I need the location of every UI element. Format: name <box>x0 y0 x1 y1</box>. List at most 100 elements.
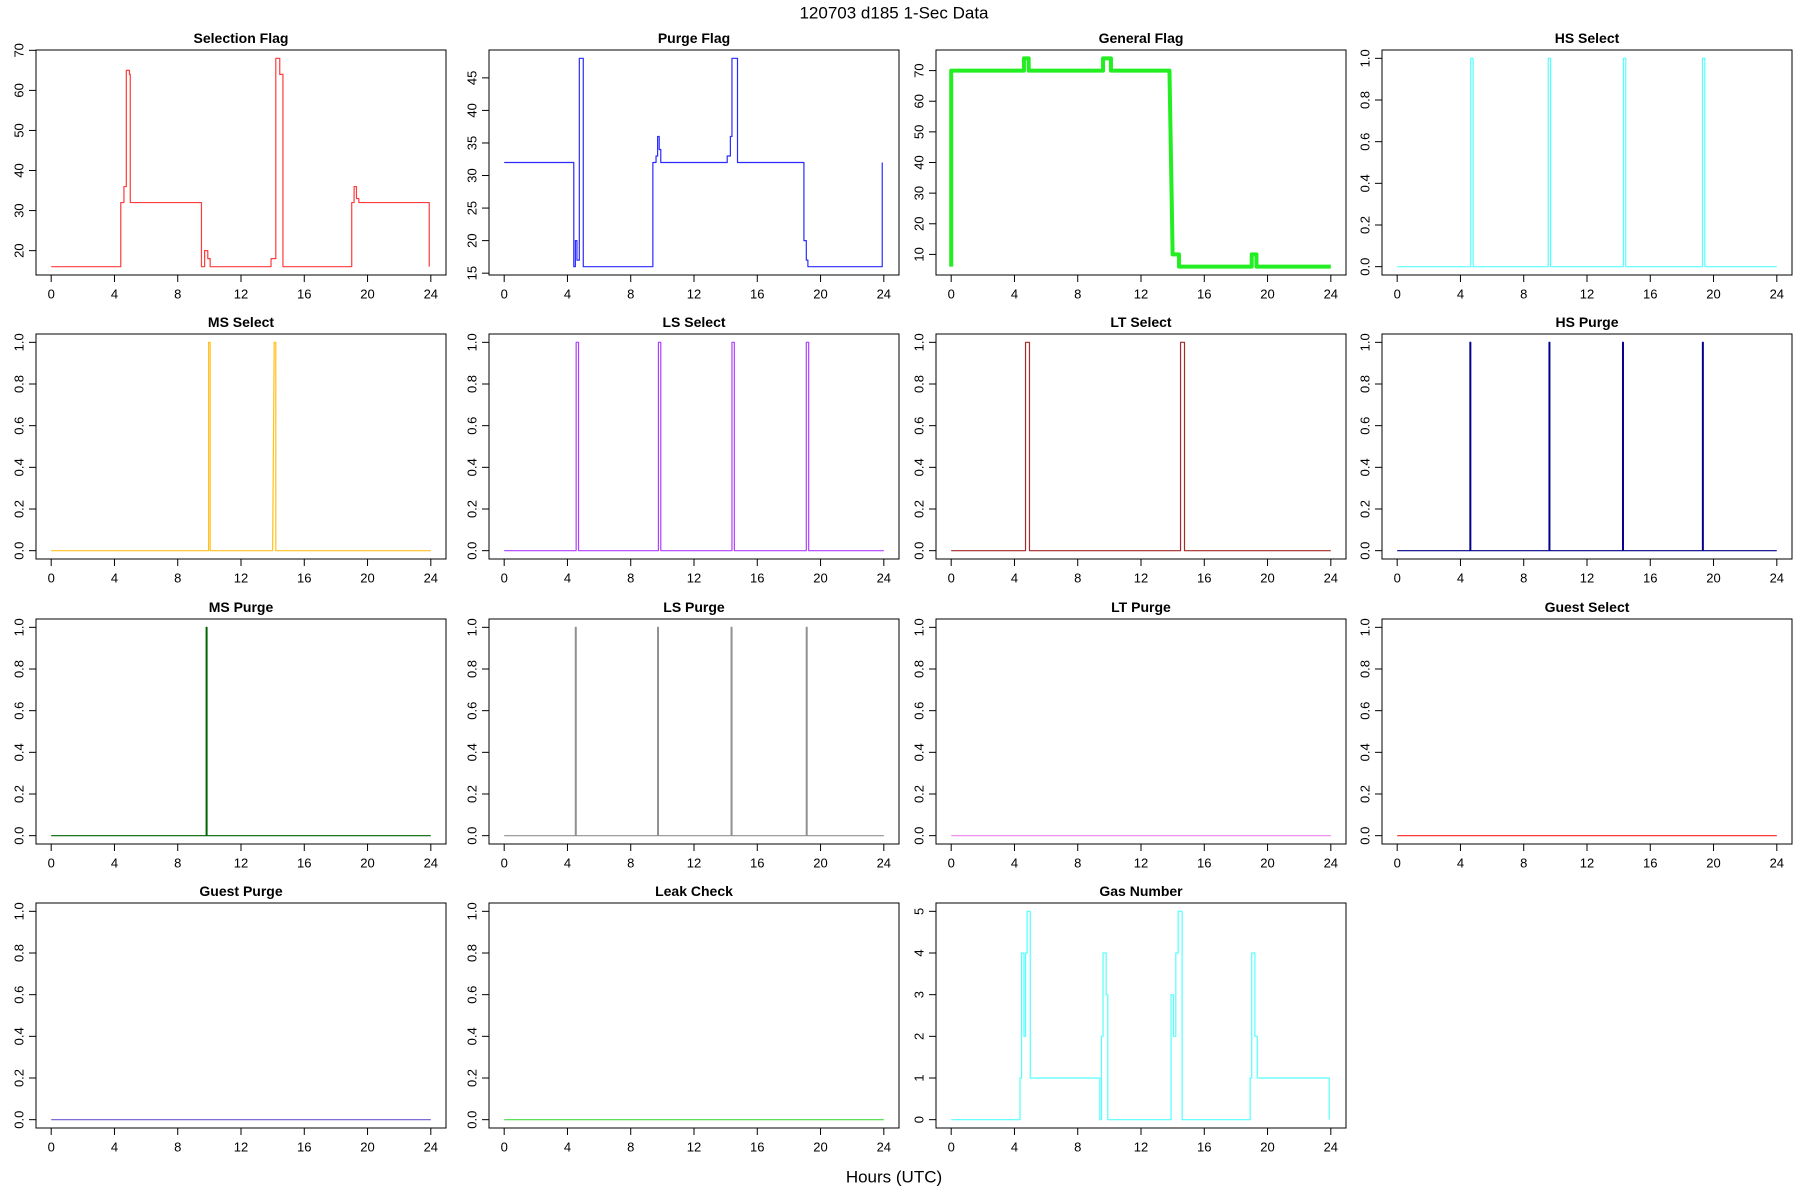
x-tick-label: 8 <box>1520 855 1527 870</box>
x-tick-label: 20 <box>813 1139 827 1154</box>
y-tick-label: 0.8 <box>911 375 926 393</box>
y-tick-label: 3 <box>911 991 926 998</box>
x-tick-label: 8 <box>174 570 181 585</box>
y-tick-label: 0.6 <box>464 986 479 1004</box>
data-line <box>1397 341 1777 552</box>
panel: LS Purge 0 4 8 12 16 20 24 0.0 0.2 0.4 0.6 0.8 1.0 <box>464 599 900 870</box>
y-tick-label: 5 <box>911 908 926 915</box>
plot-frame <box>935 902 1347 1129</box>
x-tick-label: 16 <box>1643 855 1657 870</box>
panel-title: Purge Flag <box>658 30 730 46</box>
panel-title: LT Purge <box>1111 599 1171 615</box>
y-tick-label: 50 <box>911 125 926 139</box>
data-line <box>51 57 430 268</box>
y-tick-label: 1.0 <box>11 618 26 636</box>
y-tick-label: 0.0 <box>911 827 926 845</box>
x-tick-label: 24 <box>877 1139 891 1154</box>
plot-frame <box>1381 333 1793 560</box>
x-tick-label: 0 <box>48 1139 55 1154</box>
x-tick-label: 24 <box>1324 1139 1338 1154</box>
x-tick-label: 0 <box>948 286 955 301</box>
x-tick-label: 20 <box>1260 286 1274 301</box>
y-tick-label: 0.6 <box>464 417 479 435</box>
panel: Selection Flag 0 4 8 12 16 20 24 20 30 40 50 60 70 <box>11 30 447 301</box>
y-tick-label: 0.2 <box>1357 216 1372 234</box>
x-tick-label: 0 <box>948 570 955 585</box>
x-tick-label: 0 <box>48 570 55 585</box>
y-tick-label: 0.4 <box>11 743 26 761</box>
x-tick-label: 24 <box>877 286 891 301</box>
x-tick-label: 12 <box>687 286 701 301</box>
y-tick-label: 0.2 <box>464 785 479 803</box>
y-tick-label: 1.0 <box>11 902 26 920</box>
data-line <box>951 910 1330 1121</box>
panel-title: Guest Purge <box>199 883 282 899</box>
x-tick-label: 12 <box>1580 570 1594 585</box>
x-tick-label: 0 <box>501 570 508 585</box>
panel: LT Select 0 4 8 12 16 20 24 0.0 0.2 0.4 0.6 0.8 1.0 <box>911 314 1347 585</box>
y-tick-label: 0.0 <box>11 542 26 560</box>
y-tick-label: 0.6 <box>11 986 26 1004</box>
x-tick-label: 20 <box>813 570 827 585</box>
y-tick-label: 0.6 <box>911 702 926 720</box>
y-tick-label: 1.0 <box>1357 618 1372 636</box>
x-tick-label: 8 <box>174 286 181 301</box>
x-tick-label: 16 <box>1197 286 1211 301</box>
y-tick-label: 30 <box>911 186 926 200</box>
y-tick-label: 0.6 <box>911 417 926 435</box>
panel: Guest Select 0 4 8 12 16 20 24 0.0 0.2 0.4 0.6 0.8 1.… <box>1357 599 1793 870</box>
y-tick-label: 0.0 <box>11 827 26 845</box>
x-tick-label: 16 <box>297 570 311 585</box>
x-tick-label: 12 <box>1580 286 1594 301</box>
x-tick-label: 4 <box>1011 855 1018 870</box>
x-tick-label: 24 <box>424 1139 438 1154</box>
x-tick-label: 0 <box>48 286 55 301</box>
x-tick-label: 20 <box>360 855 374 870</box>
y-tick-label: 40 <box>911 155 926 169</box>
x-tick-label: 16 <box>297 855 311 870</box>
y-tick-label: 0.4 <box>11 458 26 476</box>
x-tick-label: 24 <box>1770 286 1784 301</box>
y-tick-label: 1.0 <box>11 333 26 351</box>
x-tick-label: 16 <box>297 1139 311 1154</box>
x-tick-label: 8 <box>1520 286 1527 301</box>
y-tick-label: 0.4 <box>11 1027 26 1045</box>
plot-frame <box>1381 49 1793 276</box>
x-tick-label: 20 <box>1260 1139 1274 1154</box>
y-tick-label: 0.4 <box>911 743 926 761</box>
x-tick-label: 8 <box>1074 1139 1081 1154</box>
panel-title: Gas Number <box>1099 883 1183 899</box>
panel: Leak Check 0 4 8 12 16 20 24 0.0 0.2 0.4 0.6 0.8 1.0 <box>464 883 900 1154</box>
y-tick-label: 0.4 <box>464 743 479 761</box>
x-tick-label: 8 <box>1074 570 1081 585</box>
x-tick-label: 8 <box>174 1139 181 1154</box>
x-tick-label: 0 <box>501 1139 508 1154</box>
y-tick-label: 45 <box>464 71 479 85</box>
y-tick-label: 0.8 <box>11 375 26 393</box>
y-tick-label: 0.8 <box>464 660 479 678</box>
panel-title: MS Purge <box>209 599 274 615</box>
x-tick-label: 16 <box>750 855 764 870</box>
y-tick-label: 0.2 <box>464 1069 479 1087</box>
y-tick-label: 0.8 <box>1357 375 1372 393</box>
data-line <box>51 626 431 837</box>
x-tick-label: 24 <box>877 570 891 585</box>
x-tick-label: 0 <box>501 286 508 301</box>
plot-frame <box>488 902 900 1129</box>
x-tick-label: 24 <box>1324 570 1338 585</box>
x-tick-label: 8 <box>627 570 634 585</box>
y-tick-label: 0.4 <box>911 458 926 476</box>
x-tick-label: 24 <box>424 570 438 585</box>
plot-frame <box>35 618 447 845</box>
panel: LT Purge 0 4 8 12 16 20 24 0.0 0.2 0.4 0.6 0.8 1.0 <box>911 599 1347 870</box>
y-tick-label: 0.4 <box>464 1027 479 1045</box>
x-tick-label: 20 <box>360 570 374 585</box>
y-tick-label: 0.2 <box>911 785 926 803</box>
x-tick-label: 20 <box>1706 570 1720 585</box>
x-tick-label: 16 <box>1197 1139 1211 1154</box>
x-tick-label: 12 <box>1134 286 1148 301</box>
x-tick-label: 16 <box>1197 855 1211 870</box>
x-tick-label: 0 <box>1394 570 1401 585</box>
figure-title: 120703 d185 1-Sec Data <box>799 3 989 22</box>
